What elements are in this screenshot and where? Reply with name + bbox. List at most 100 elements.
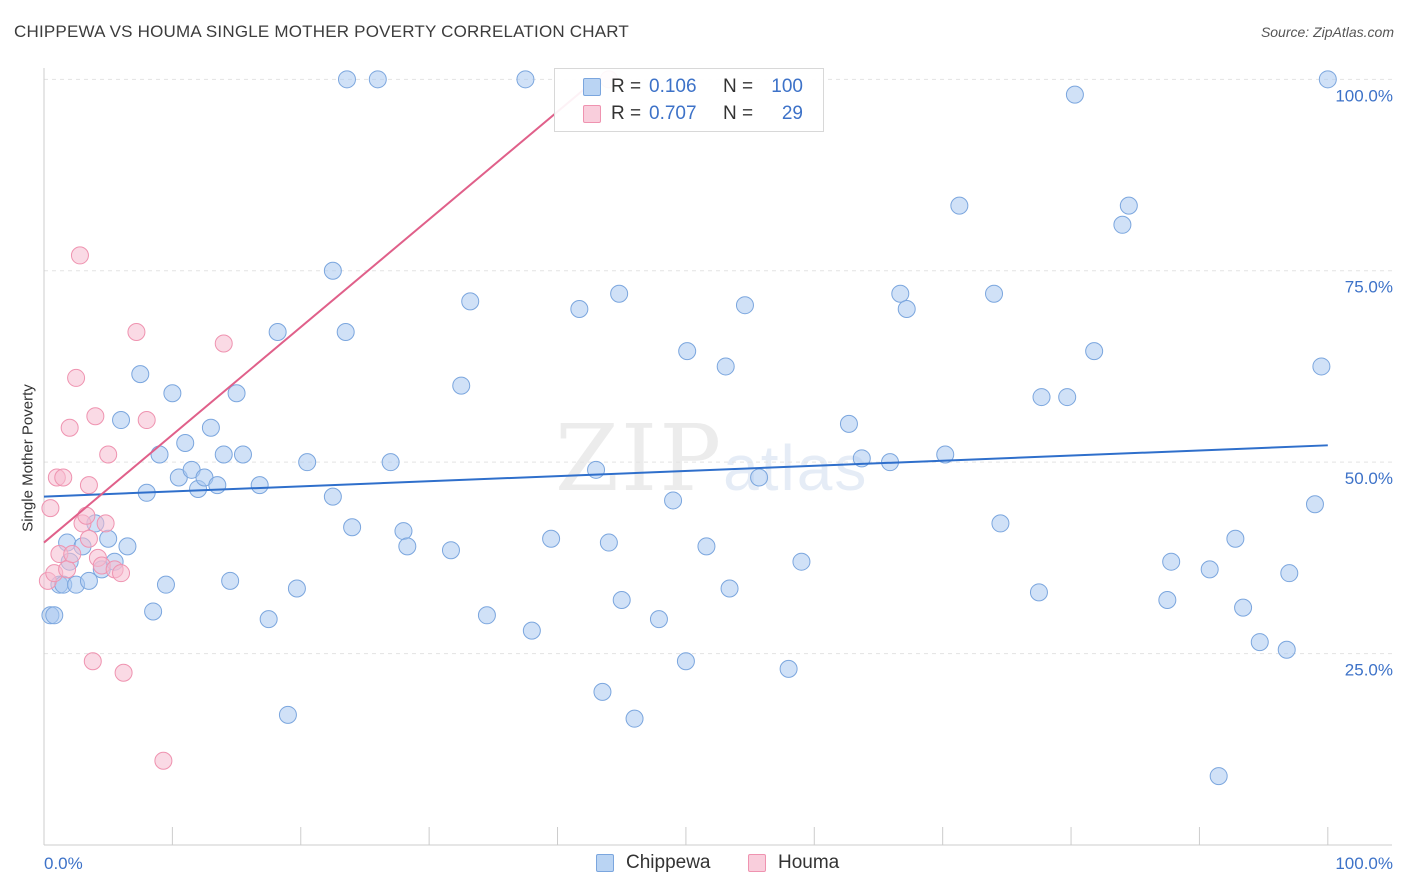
houma-legend-swatch xyxy=(748,854,766,872)
chippewa-point xyxy=(852,449,871,468)
legend-r-value: 0.707 xyxy=(649,103,697,124)
houma-point xyxy=(79,476,98,495)
x-tick-label: 0.0% xyxy=(44,854,83,873)
chippewa-point xyxy=(697,537,716,556)
legend-item-houma[interactable]: Houma xyxy=(748,852,839,874)
houma-point xyxy=(79,529,98,548)
chippewa-point xyxy=(1058,388,1077,407)
correlation-legend: R = 0.106 N = 100 R = 0.707 N = 29 xyxy=(554,68,824,132)
chippewa-point xyxy=(542,529,561,548)
chippewa-point xyxy=(750,468,769,487)
chippewa-point xyxy=(99,529,118,548)
houma-point xyxy=(96,514,115,533)
chippewa-swatch xyxy=(583,78,601,96)
chippewa-point xyxy=(208,476,227,495)
houma-point xyxy=(60,418,79,437)
legend-r-label: R = xyxy=(611,103,642,124)
chippewa-point xyxy=(516,70,535,89)
houma-point xyxy=(77,506,96,525)
chippewa-point xyxy=(839,414,858,433)
chippewa-point xyxy=(1318,70,1337,89)
chippewa-point xyxy=(268,322,287,341)
chippewa-point xyxy=(163,384,182,403)
chippewa-point xyxy=(278,705,297,724)
chippewa-point xyxy=(131,365,150,384)
chippewa-point xyxy=(1119,196,1138,215)
chippewa-point xyxy=(1200,560,1219,579)
chippewa-point xyxy=(593,682,612,701)
chippewa-point xyxy=(612,590,631,609)
chippewa-point xyxy=(1113,215,1132,234)
y-tick-label: 50.0% xyxy=(1345,469,1393,488)
houma-point xyxy=(54,468,73,487)
legend-label-chippewa: Chippewa xyxy=(626,852,711,873)
chippewa-point xyxy=(394,522,413,541)
chippewa-point xyxy=(368,70,387,89)
houma-trend-line xyxy=(43,78,597,544)
chippewa-point xyxy=(1234,598,1253,617)
chippewa-point xyxy=(649,610,668,629)
chippewa-point xyxy=(298,453,317,472)
chippewa-point xyxy=(610,284,629,303)
chippewa-legend-swatch xyxy=(596,854,614,872)
houma-point xyxy=(67,368,86,387)
chippewa-point xyxy=(1065,85,1084,104)
chippewa-point xyxy=(735,296,754,315)
chippewa-point xyxy=(678,342,697,361)
chippewa-point xyxy=(323,487,342,506)
chippewa-point xyxy=(1280,564,1299,583)
series-legend: Chippewa Houma xyxy=(0,852,1406,876)
x-tick-label: 100.0% xyxy=(1335,854,1393,873)
chippewa-point xyxy=(259,610,278,629)
chippewa-point xyxy=(936,445,955,464)
chippewa-point xyxy=(676,652,695,671)
chippewa-point xyxy=(1226,529,1245,548)
chippewa-point xyxy=(477,606,496,625)
y-axis-label: Single Mother Poverty xyxy=(19,384,37,532)
y-tick-label: 75.0% xyxy=(1345,278,1393,297)
houma-point xyxy=(214,334,233,353)
chippewa-trend-line xyxy=(43,444,1328,498)
houma-point xyxy=(86,407,105,426)
houma-point xyxy=(70,246,89,265)
chippewa-point xyxy=(45,606,64,625)
chippewa-point xyxy=(599,533,618,552)
chippewa-point xyxy=(891,284,910,303)
legend-label-houma: Houma xyxy=(778,852,840,873)
chippewa-point xyxy=(118,537,137,556)
chippewa-point xyxy=(441,541,460,560)
chippewa-point xyxy=(1029,583,1048,602)
chippewa-point xyxy=(150,445,169,464)
chippewa-point xyxy=(1158,590,1177,609)
chippewa-point xyxy=(250,476,269,495)
chippewa-point xyxy=(522,621,541,640)
chippewa-point xyxy=(398,537,417,556)
chippewa-point xyxy=(227,384,246,403)
houma-point xyxy=(83,652,102,671)
watermark-zip: ZIP xyxy=(555,405,724,512)
chippewa-point xyxy=(461,292,480,311)
source-label: Source: ZipAtlas.com xyxy=(1260,24,1394,40)
y-tick-label: 25.0% xyxy=(1345,661,1393,680)
chippewa-point xyxy=(779,659,798,678)
houma-point xyxy=(41,499,60,518)
chippewa-point xyxy=(343,518,362,537)
legend-item-chippewa[interactable]: Chippewa xyxy=(596,852,711,874)
chippewa-point xyxy=(716,357,735,376)
chippewa-point xyxy=(336,322,355,341)
houma-point xyxy=(137,411,156,430)
legend-r-value: 0.106 xyxy=(649,76,697,97)
houma-point xyxy=(63,545,82,564)
houma-point xyxy=(58,560,77,579)
legend-n-label: N = xyxy=(723,103,754,124)
legend-n-value: 29 xyxy=(781,103,803,124)
chippewa-point xyxy=(1312,357,1331,376)
chippewa-point xyxy=(79,571,98,590)
y-tick-label: 100.0% xyxy=(1335,86,1393,105)
houma-point xyxy=(154,751,173,770)
chippewa-point xyxy=(156,575,175,594)
chippewa-point xyxy=(991,514,1010,533)
chippewa-point xyxy=(1162,552,1181,571)
chippewa-point xyxy=(452,376,471,395)
